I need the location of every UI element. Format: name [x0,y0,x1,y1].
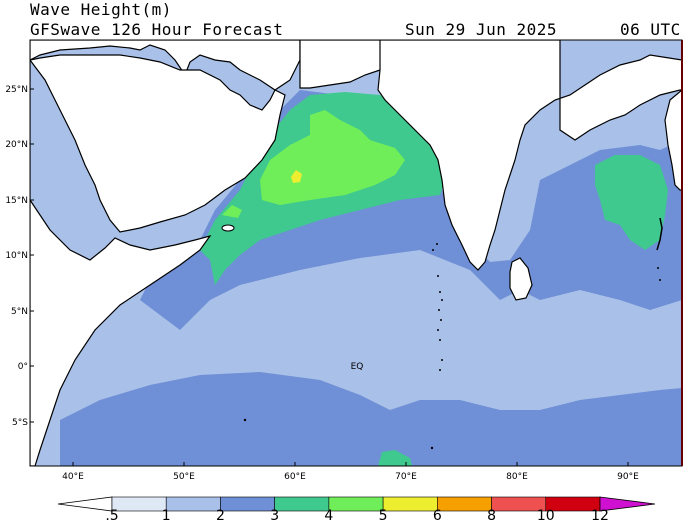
sea-4-5m-small [222,205,242,218]
valid-time: 06 UTC [620,20,681,39]
equator-label: EQ [351,362,364,372]
valid-date: Sun 29 Jun 2025 [405,20,557,39]
colorbar-segment [382,496,438,512]
lat-label-10n: 10°N [5,251,28,261]
lat-label-5s: 5°S [12,418,28,428]
map-frame [29,39,683,467]
colorbar-segment [274,496,330,512]
lat-label-5n: 5°N [11,307,28,317]
colorbar-label: 3 [270,508,280,524]
colorbar-high-arrow [599,496,656,512]
lon-label-60e: 60°E [284,472,306,482]
colorbar-segment [165,496,221,512]
land-horn-of-africa [30,60,212,466]
colorbar-label: 1 [161,508,171,524]
sea-2-3m-south [60,372,682,466]
colorbar-low-arrow [57,496,113,512]
colorbar-segment [328,496,384,512]
colorbar-label: 5 [378,508,388,524]
colorbar-label: 12 [591,508,609,524]
sea-3-4m-bay [595,155,668,250]
colorbar-segment [437,496,492,512]
lon-label-80e: 80°E [506,472,528,482]
model-forecast-label: GFSwave 126 Hour Forecast [30,20,284,39]
colorbar-label: 8 [487,508,497,524]
land-socotra [221,224,235,232]
land-arabian-peninsula [30,54,286,233]
lon-label-70e: 70°E [395,472,417,482]
longitude-axis: 40°E 50°E 60°E 70°E 80°E 90°E [62,462,639,482]
latitude-axis: 25°N 20°N 15°N 10°N 5°N 0° 5°S [5,85,34,428]
lat-label-15n: 15°N [5,196,28,206]
colorbar-label: 10 [536,508,555,524]
sea-3-4m-south [378,450,412,466]
colorbar-label: .5 [105,508,119,524]
colorbar-label: 6 [432,508,442,524]
lat-label-0: 0° [18,362,28,372]
colorbar-segment [111,496,167,512]
lat-label-20n: 20°N [5,140,28,150]
maldives-dots [243,243,661,450]
land-sri-lanka [509,257,533,301]
land-arabia-africa [30,40,301,91]
colorbar-segment [220,496,275,512]
chart-title: Wave Height(m) [30,0,172,19]
lon-label-40e: 40°E [62,472,84,482]
sea-5-6m-area [291,170,302,183]
colorbar [57,496,656,512]
lon-label-90e: 90°E [617,472,639,482]
land-india [377,40,682,271]
land-andaman-islands [656,217,663,251]
lat-label-25n: 25°N [5,85,28,95]
colorbar-label: 4 [324,508,334,524]
lon-label-50e: 50°E [173,472,195,482]
colorbar-label: 2 [215,508,225,524]
